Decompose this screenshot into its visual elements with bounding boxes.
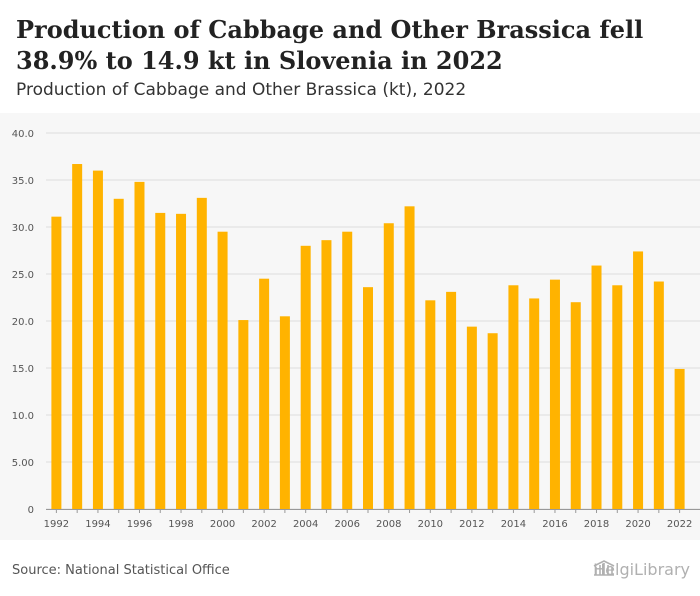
y-tick-label: 0	[28, 505, 34, 516]
x-tick-label: 1994	[85, 519, 110, 530]
x-tick-label: 2010	[418, 519, 443, 530]
x-tick-label: 2014	[501, 519, 526, 530]
logo-text: HelgiLibrary	[593, 560, 690, 579]
bar-2011	[446, 291, 457, 509]
y-tick-label: 20.0	[12, 317, 34, 328]
bar-2003	[279, 316, 290, 509]
y-tick-label: 10.0	[12, 411, 34, 422]
library-logo-icon	[593, 560, 615, 576]
bar-2004	[300, 245, 311, 510]
x-tick-label: 1998	[168, 519, 193, 530]
bar-2014	[508, 285, 519, 509]
x-tick-label: 2008	[376, 519, 401, 530]
y-tick-label: 35.0	[12, 176, 34, 187]
bar-2006	[342, 231, 353, 509]
y-tick-label: 25.0	[12, 270, 34, 281]
x-tick-label: 2004	[293, 519, 318, 530]
x-tick-label: 2002	[251, 519, 276, 530]
bar-2012	[466, 326, 477, 509]
x-tick-label: 1992	[44, 519, 69, 530]
bar-1999	[196, 197, 207, 510]
x-tick-label: 2016	[542, 519, 567, 530]
x-tick-label: 2022	[667, 519, 692, 530]
x-tick-label: 2012	[459, 519, 484, 530]
bar-2019	[612, 285, 623, 509]
bar-1992	[51, 216, 62, 509]
bar-2008	[383, 223, 394, 510]
bar-2001	[238, 320, 249, 509]
helgi-library-logo[interactable]: HelgiLibrary	[593, 560, 690, 579]
chart-title: Production of Cabbage and Other Brassica…	[16, 15, 644, 75]
bar-2017	[570, 302, 581, 509]
y-tick-label: 15.0	[12, 364, 34, 375]
x-tick-label: 1996	[127, 519, 152, 530]
bar-1997	[155, 212, 166, 509]
bar-chart: 0 5.00 10.0 15.0 20.0 25.0 30.0 35.0 40.0 1992 199…	[12, 129, 700, 530]
bar-2002	[259, 278, 270, 509]
bar-1996	[134, 181, 145, 509]
y-tick-label: 40.0	[12, 129, 34, 140]
bar-1993	[72, 164, 83, 509]
bar-1995	[113, 198, 124, 510]
x-tick-label: 2000	[210, 519, 235, 530]
bar-1994	[92, 170, 103, 509]
bar-2010	[425, 300, 436, 509]
chart-subtitle: Production of Cabbage and Other Brassica…	[16, 80, 467, 100]
bar-2021	[653, 281, 664, 509]
source-note: Source: National Statistical Office	[12, 563, 230, 578]
bar-2022	[674, 368, 685, 509]
bar-2009	[404, 206, 415, 509]
bar-2007	[363, 287, 373, 509]
bar-2015	[529, 298, 540, 509]
x-tick-label: 2006	[334, 519, 359, 530]
y-tick-label: 5.00	[12, 458, 34, 469]
x-tick-label: 2018	[584, 519, 609, 530]
bar-2013	[487, 333, 498, 509]
y-tick-label: 30.0	[12, 223, 34, 234]
bar-2018	[591, 265, 602, 509]
bar-1998	[176, 213, 187, 509]
bar-2020	[633, 251, 644, 509]
x-tick-label: 2020	[625, 519, 650, 530]
bar-2016	[549, 279, 560, 509]
bar-2005	[321, 240, 332, 509]
bar-2000	[217, 231, 228, 509]
